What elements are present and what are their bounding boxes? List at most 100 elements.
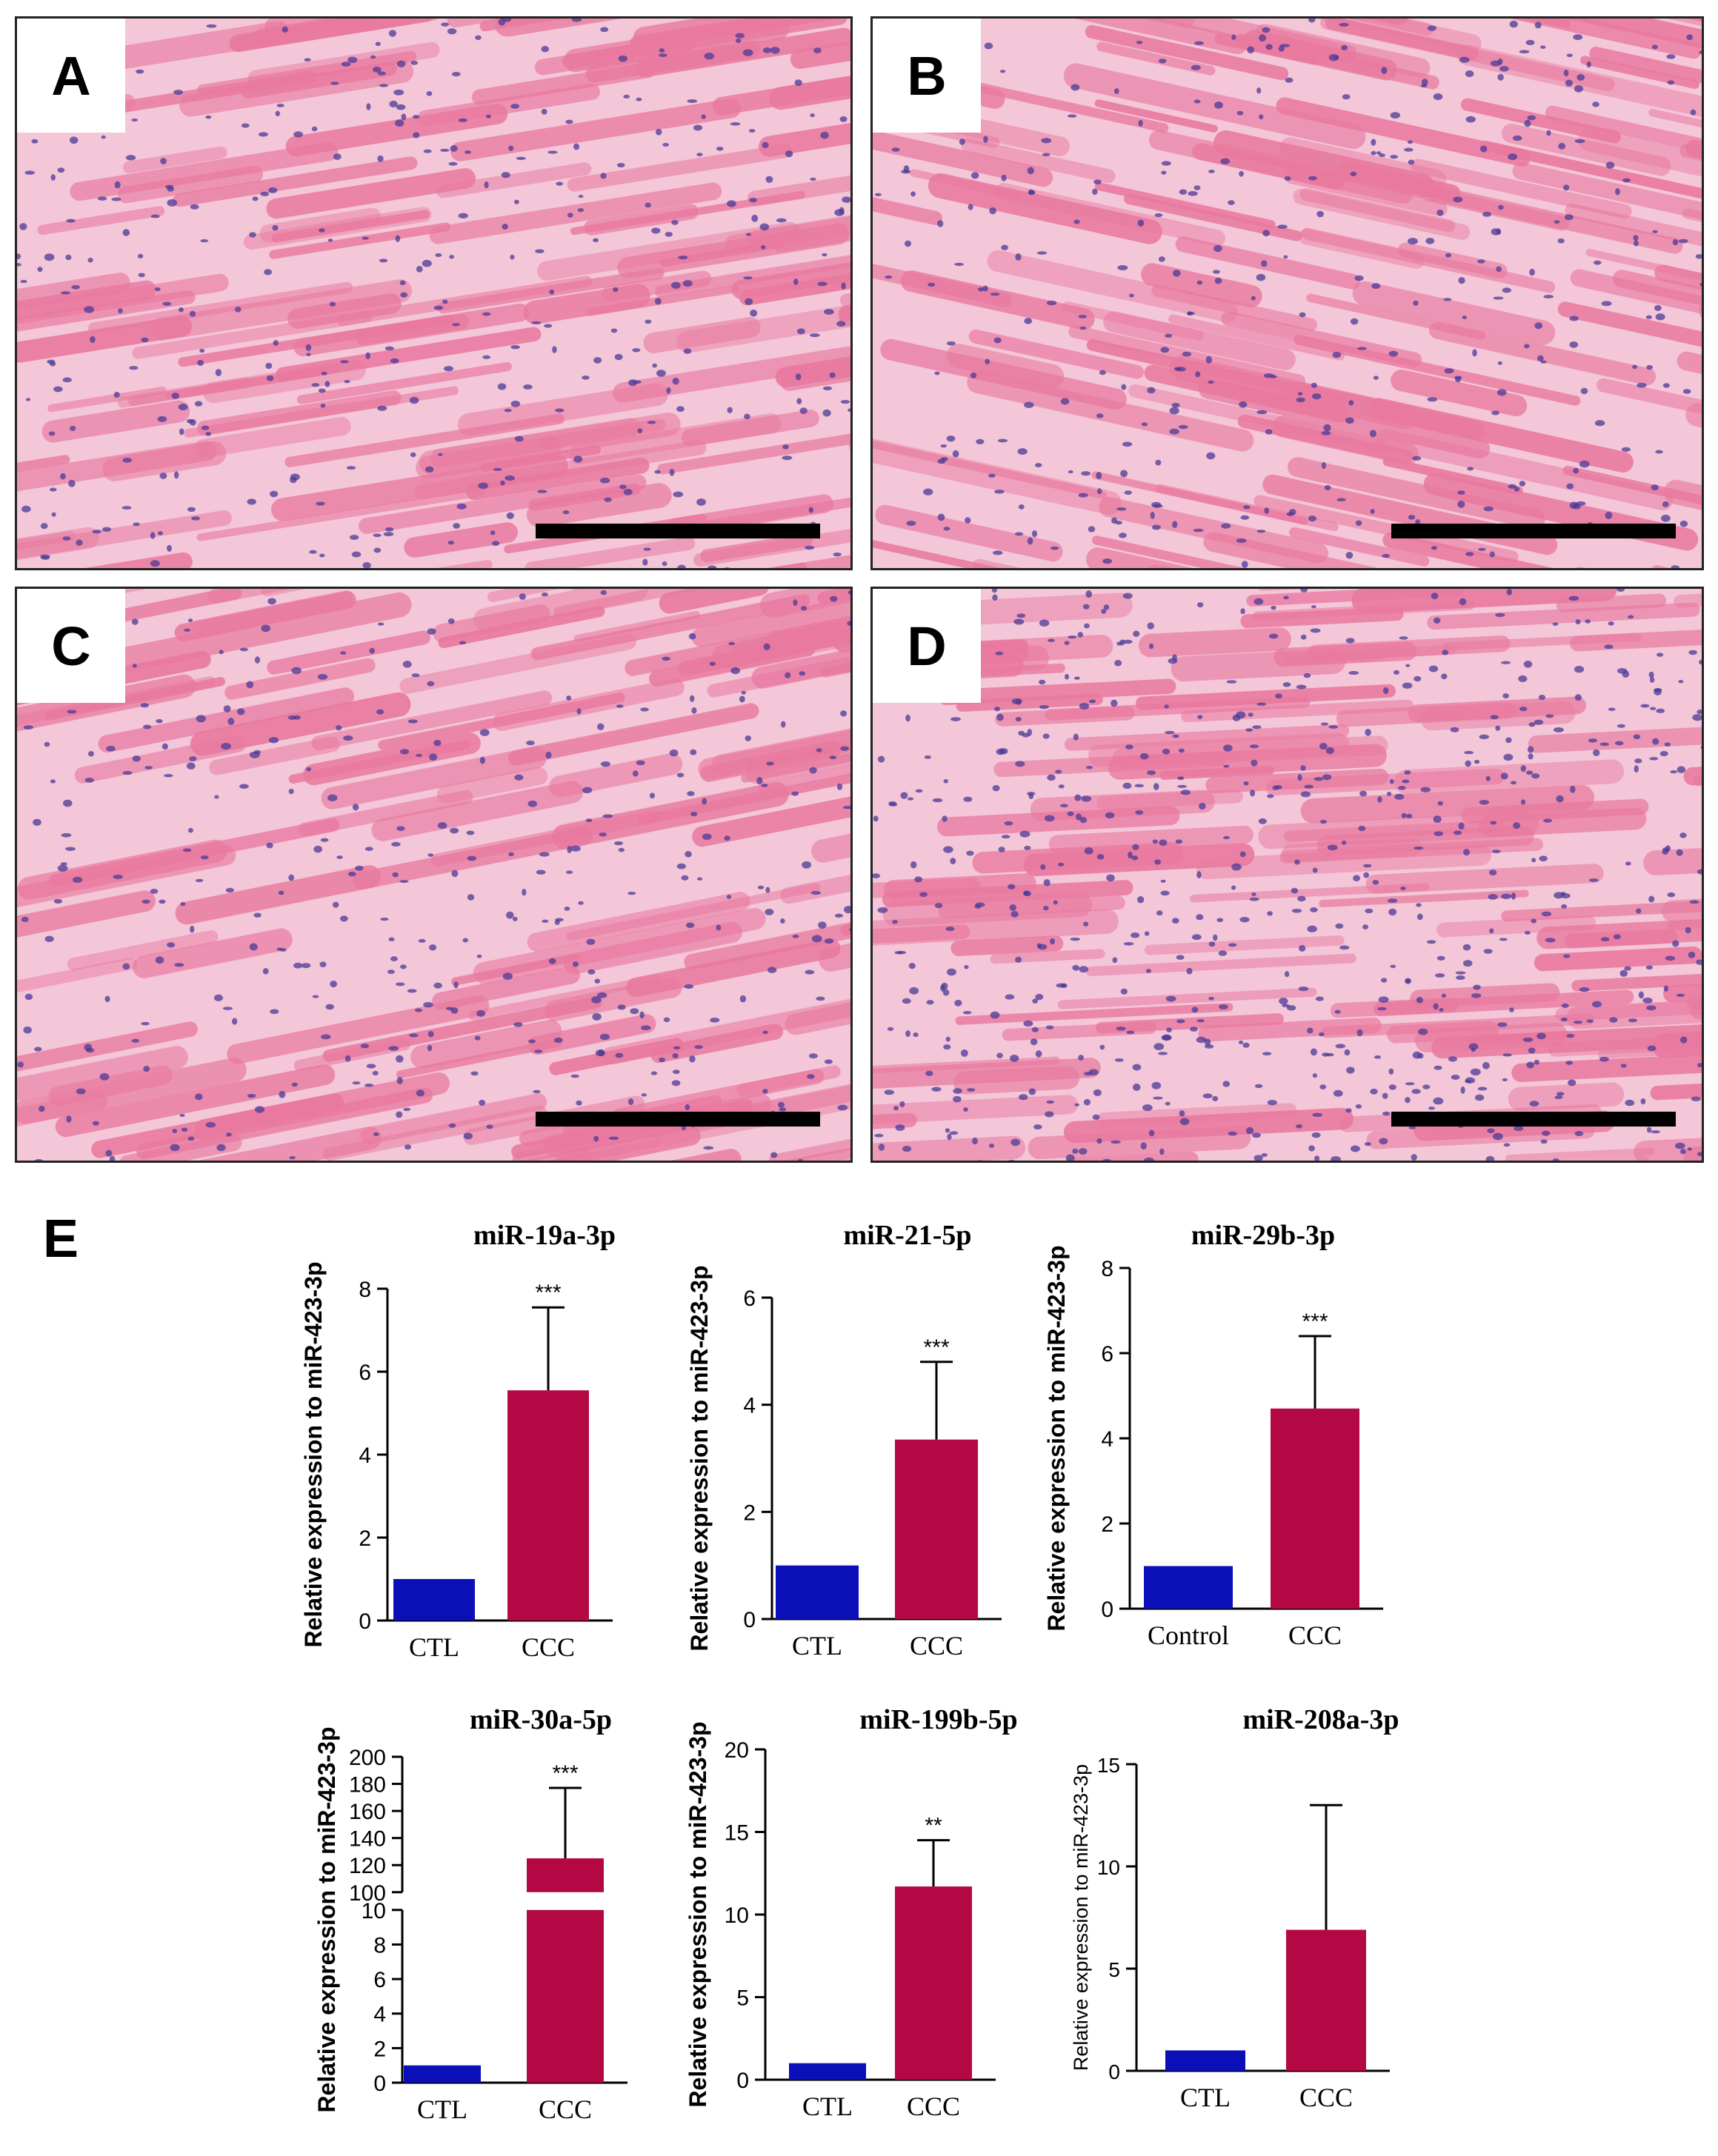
nucleus — [696, 153, 703, 157]
muscle-fiber — [748, 215, 850, 244]
nucleus — [937, 513, 945, 521]
nucleus — [910, 861, 917, 869]
nucleus — [1353, 875, 1361, 882]
nucleus — [1116, 507, 1127, 511]
nucleus — [33, 818, 41, 826]
nucleus — [24, 170, 35, 175]
nucleus — [552, 346, 557, 353]
nucleus — [467, 855, 476, 861]
nucleus — [761, 784, 768, 787]
nucleus — [593, 238, 599, 243]
nucleus — [1010, 1055, 1019, 1062]
nucleus — [1666, 54, 1676, 59]
nucleus — [1502, 287, 1511, 293]
nucleus — [1569, 341, 1579, 348]
nucleus — [555, 918, 564, 922]
nucleus — [1028, 1088, 1036, 1095]
nucleus — [385, 527, 394, 532]
muscle-fiber — [1128, 384, 1386, 452]
nucleus — [988, 473, 996, 478]
nucleus — [878, 755, 885, 763]
muscle-fiber — [731, 262, 850, 299]
bar-ccc — [895, 1886, 972, 2080]
nucleus — [1534, 21, 1542, 29]
nucleus — [157, 415, 167, 422]
nucleus — [964, 965, 969, 969]
nucleus — [1531, 858, 1536, 863]
nucleus — [1377, 1007, 1387, 1011]
nucleus — [20, 279, 27, 284]
nucleus — [659, 48, 665, 53]
nucleus — [1284, 176, 1291, 181]
nucleus — [1407, 238, 1418, 244]
x-tick-label: CCC — [1288, 1621, 1342, 1650]
nucleus — [181, 1127, 188, 1132]
muscle-fiber — [534, 36, 695, 76]
nucleus — [1248, 712, 1253, 717]
nucleus — [232, 1018, 238, 1025]
nucleus — [1378, 996, 1389, 1003]
nucleus — [716, 146, 724, 151]
nucleus — [293, 131, 303, 138]
nucleus — [1239, 851, 1246, 858]
muscle-fiber — [1288, 457, 1545, 530]
muscle-fiber — [55, 1064, 336, 1138]
nucleus — [141, 1021, 150, 1026]
nucleus — [902, 1146, 912, 1152]
nucleus — [681, 1126, 686, 1131]
muscle-fiber — [1285, 169, 1448, 217]
nucleus — [765, 176, 773, 183]
nucleus — [1214, 277, 1222, 284]
nucleus — [1377, 795, 1382, 803]
nucleus — [1625, 861, 1631, 866]
nucleus — [199, 348, 205, 353]
nucleus — [1699, 282, 1702, 287]
nucleus — [1065, 1154, 1075, 1161]
muscle-fiber — [684, 922, 850, 970]
nucleus — [1148, 643, 1154, 650]
nucleus — [186, 762, 196, 770]
nucleus — [1369, 430, 1376, 438]
nucleus — [669, 468, 675, 476]
nucleus — [1319, 742, 1328, 750]
nucleus — [1096, 413, 1104, 418]
nucleus — [1621, 447, 1631, 452]
nucleus — [490, 530, 496, 535]
nucleus — [329, 301, 336, 307]
nucleus — [350, 535, 359, 540]
nucleus — [627, 1098, 634, 1106]
muscle-fiber — [1654, 264, 1702, 290]
nucleus — [639, 1011, 645, 1019]
nucleus — [1111, 517, 1118, 524]
nucleus — [578, 901, 584, 905]
nucleus — [1685, 927, 1691, 934]
nucleus — [1082, 604, 1090, 610]
nucleus — [1060, 983, 1068, 988]
nucleus — [459, 641, 467, 644]
y-axis-label: Relative expression to miR-423-3p — [1070, 1764, 1092, 2071]
nucleus — [659, 1057, 665, 1063]
nucleus — [703, 1146, 714, 1150]
nucleus — [312, 995, 319, 998]
nucleus — [840, 746, 849, 751]
nucleus — [992, 594, 998, 601]
nucleus — [325, 1004, 334, 1010]
nucleus — [785, 672, 791, 678]
muscle-fiber — [712, 621, 848, 668]
nucleus — [1315, 996, 1324, 1001]
nucleus — [1498, 204, 1504, 210]
nucleus — [427, 628, 436, 635]
nucleus — [19, 223, 27, 230]
muscle-fiber — [1410, 983, 1560, 1008]
muscle-fiber — [132, 310, 373, 359]
nucleus — [1005, 994, 1015, 1000]
nucleus — [1258, 818, 1267, 824]
scale-bar-d — [1391, 1112, 1676, 1127]
nucleus — [24, 993, 33, 1001]
nucleus — [1050, 546, 1059, 550]
nucleus — [453, 981, 459, 989]
nucleus — [1536, 1032, 1546, 1040]
nucleus — [1239, 170, 1244, 177]
nucleus — [841, 282, 846, 290]
nucleus — [1008, 1159, 1016, 1161]
